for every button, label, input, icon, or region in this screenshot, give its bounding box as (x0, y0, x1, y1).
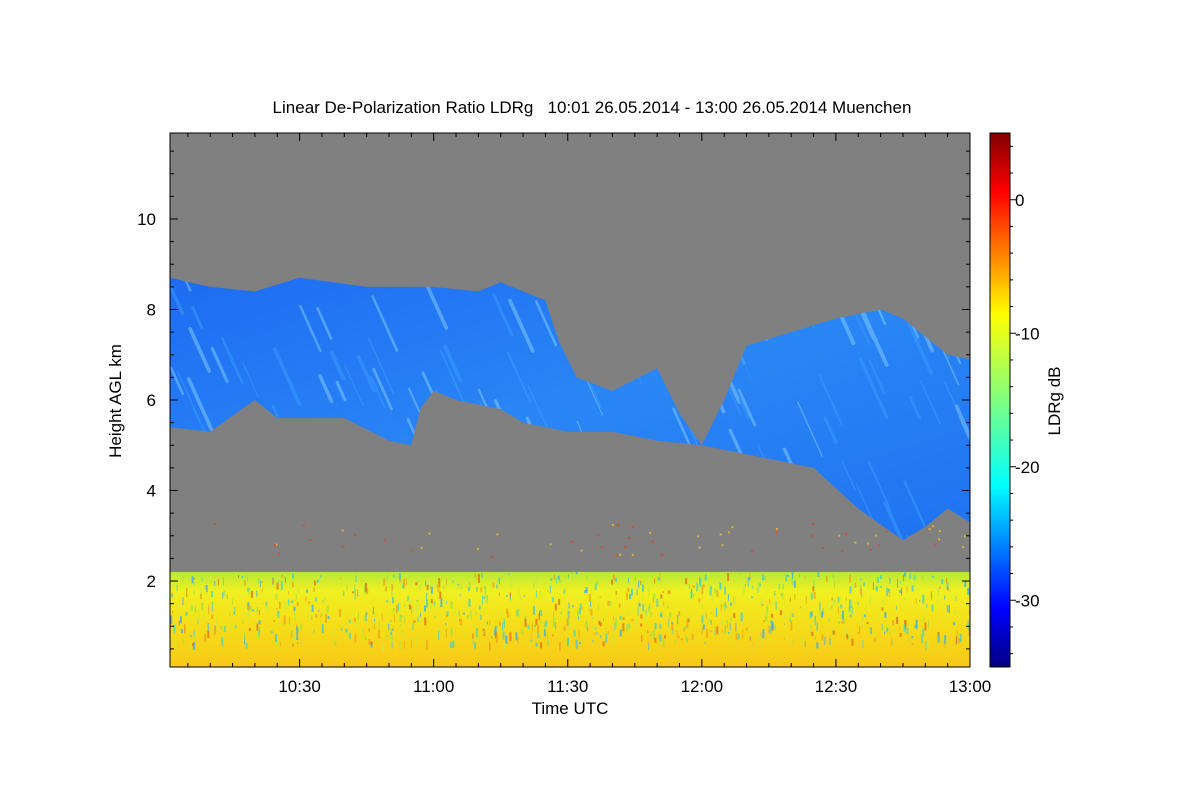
colorbar-ticks: 0 -10 -20 -30 (1010, 145, 1040, 655)
y-axis: 2 4 6 8 10 (137, 150, 970, 650)
y-tick-label: 10 (137, 210, 156, 229)
x-axis-label: Time UTC (532, 699, 609, 718)
y-axis-label: Height AGL km (106, 344, 125, 458)
colorbar-tick-label: -30 (1015, 591, 1040, 610)
boundary-layer-texture (170, 522, 970, 653)
x-axis: 10:30 11:00 11:30 12:00 12:30 13:00 (187, 133, 992, 696)
y-tick-label: 4 (147, 482, 156, 501)
x-tick-label: 12:30 (815, 677, 858, 696)
colorbar-label: LDRg dB (1045, 367, 1064, 436)
colorbar (989, 132, 1011, 668)
colorbar-tick-label: -20 (1015, 458, 1040, 477)
x-tick-label: 11:00 (413, 677, 454, 696)
region-boundary-layer (170, 571, 970, 667)
colorbar-tick-label: 0 (1015, 191, 1024, 210)
chart-title: Linear De-Polarization Ratio LDRg 10:01 … (273, 98, 912, 117)
y-tick-label: 8 (147, 300, 156, 319)
y-tick-label: 2 (147, 572, 156, 591)
x-tick-label: 11:30 (547, 677, 588, 696)
colorbar-tick-label: -10 (1015, 324, 1040, 343)
x-tick-label: 12:00 (681, 677, 724, 696)
x-tick-label: 10:30 (278, 677, 321, 696)
x-tick-label: 13:00 (949, 677, 992, 696)
y-tick-label: 6 (147, 391, 156, 410)
